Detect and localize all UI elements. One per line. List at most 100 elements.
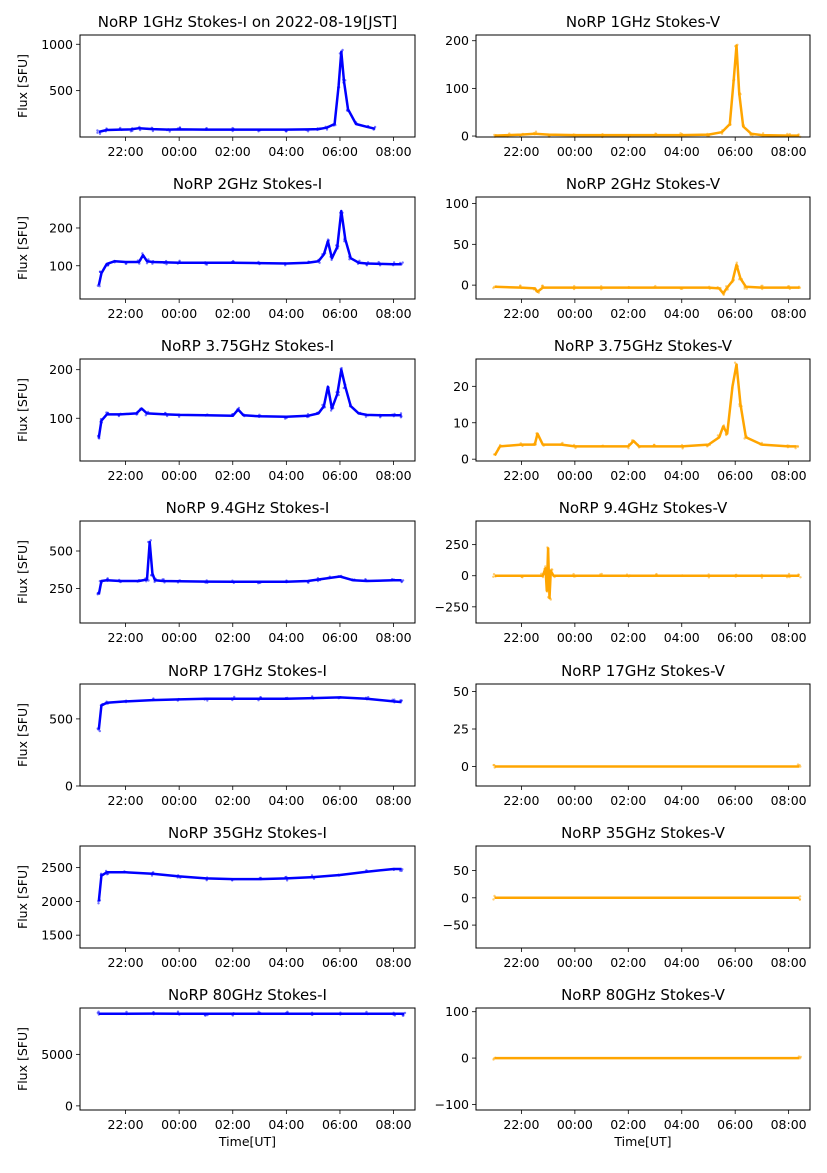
y-tick-label: 0: [461, 890, 469, 905]
data-point: [101, 704, 103, 706]
data-point: [118, 415, 120, 417]
data-point: [231, 699, 233, 701]
data-point: [573, 444, 575, 446]
data-point: [131, 127, 133, 129]
data-point: [788, 573, 790, 575]
data-point: [746, 288, 748, 290]
x-tick-label: 08:00: [376, 306, 412, 321]
x-tick-label: 08:00: [376, 955, 412, 970]
data-point: [786, 576, 788, 578]
plot-frame: [80, 359, 415, 461]
data-point: [259, 1012, 261, 1014]
data-point: [679, 132, 681, 134]
data-point: [723, 426, 725, 428]
data-point: [123, 871, 125, 873]
data-point: [393, 1012, 395, 1014]
chart-title: NoRP 35GHz Stokes-I: [168, 824, 327, 842]
data-point: [177, 1011, 179, 1013]
x-tick-label: 00:00: [557, 1117, 593, 1132]
data-point: [258, 414, 260, 416]
data-point: [493, 453, 495, 455]
y-tick-label: 0: [461, 278, 469, 293]
data-point: [178, 580, 180, 582]
data-point: [317, 580, 319, 582]
x-tick-label: 22:00: [503, 630, 539, 645]
chart-title: NoRP 80GHz Stokes-V: [561, 986, 726, 1004]
data-point: [125, 263, 127, 265]
x-tick-label: 22:00: [503, 955, 539, 970]
data-point: [147, 261, 149, 263]
data-point: [553, 576, 555, 578]
plot-frame: [476, 684, 810, 786]
data-point: [205, 414, 207, 416]
data-point: [307, 413, 309, 415]
y-tick-label: 0: [65, 1098, 73, 1113]
data-point: [733, 279, 735, 281]
x-tick-label: 08:00: [376, 793, 412, 808]
data-point: [166, 415, 168, 417]
data-point: [751, 134, 753, 136]
data-point: [794, 447, 796, 449]
data-point: [260, 878, 262, 880]
chart-title: NoRP 9.4GHz Stokes-V: [559, 499, 728, 517]
data-point: [107, 264, 109, 266]
data-point: [287, 1012, 289, 1014]
data-point: [540, 573, 542, 575]
y-tick-label: 50: [453, 237, 469, 252]
series-line: [99, 697, 402, 729]
data-point: [788, 576, 790, 578]
data-point: [401, 699, 403, 701]
data-point: [709, 444, 711, 446]
series-group: [96, 49, 376, 135]
x-tick-label: 04:00: [268, 1117, 304, 1132]
data-point: [107, 873, 109, 875]
data-point: [393, 261, 395, 263]
data-point: [236, 410, 238, 412]
data-point: [339, 696, 341, 698]
data-point: [349, 404, 351, 406]
data-point: [400, 415, 402, 417]
data-point: [97, 902, 99, 904]
data-point: [789, 133, 791, 135]
data-point: [492, 576, 494, 578]
data-point: [799, 765, 801, 767]
x-tick-label: 02:00: [610, 468, 646, 483]
data-point: [379, 264, 381, 266]
x-tick-label: 08:00: [376, 144, 412, 159]
y-tick-label: 50: [453, 684, 469, 699]
data-point: [761, 288, 763, 290]
data-point: [311, 697, 313, 699]
data-point: [232, 413, 234, 415]
data-point: [100, 582, 102, 584]
data-point: [204, 1014, 206, 1016]
series-line: [495, 46, 800, 136]
y-tick-label: 0: [461, 759, 469, 774]
data-point: [762, 134, 764, 136]
data-point: [367, 261, 369, 263]
data-point: [721, 129, 723, 131]
x-tick-label: 08:00: [771, 306, 807, 321]
data-point: [493, 895, 495, 897]
data-point: [105, 870, 107, 872]
data-point: [337, 394, 339, 396]
data-point: [232, 260, 234, 262]
y-tick-label: 0: [461, 568, 469, 583]
data-point: [626, 573, 628, 575]
y-tick-label: 100: [49, 411, 73, 426]
data-point: [637, 444, 639, 446]
data-point: [97, 593, 99, 595]
data-point: [601, 287, 603, 289]
y-tick-label: 1500: [41, 928, 73, 943]
x-tick-label: 06:00: [717, 630, 753, 645]
data-point: [97, 1012, 99, 1014]
data-point: [634, 441, 636, 443]
x-tick-label: 00:00: [161, 1117, 197, 1132]
x-tick-label: 08:00: [376, 630, 412, 645]
data-point: [166, 129, 168, 131]
data-point: [306, 416, 308, 418]
data-point: [177, 127, 179, 129]
y-axis-label: Flux [SFU]: [15, 54, 30, 118]
y-tick-label: 500: [49, 544, 73, 559]
